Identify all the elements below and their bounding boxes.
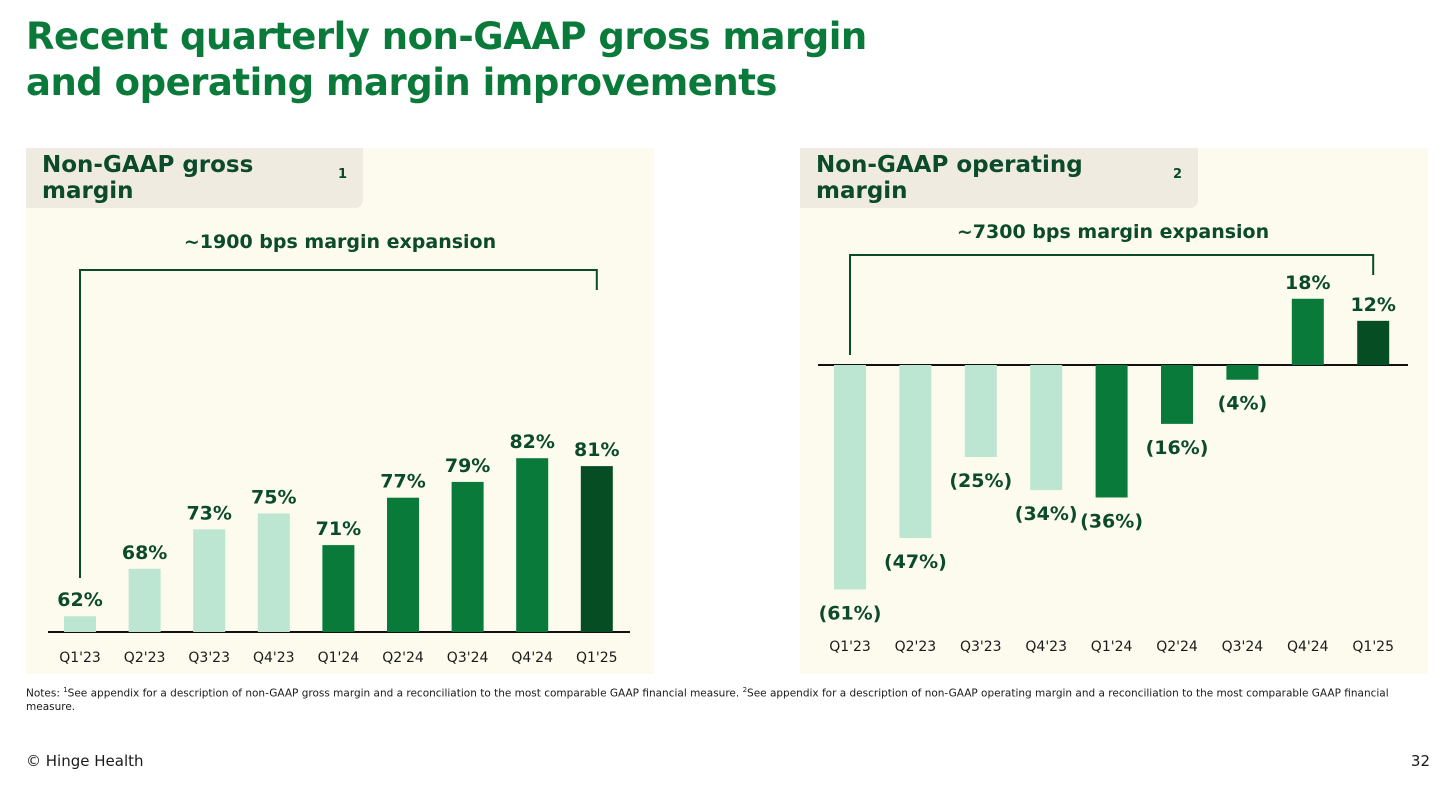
gross-margin-bar-q4-24 bbox=[516, 458, 549, 632]
gross-margin-chart: 62% Q1'23 68% Q2'23 73% Q3'23 75% Q4'23 71% Q1'24… bbox=[48, 231, 630, 666]
operating-margin-value-label-q4-23: (34%) bbox=[1015, 503, 1078, 525]
operating-margin-value-label-q1-25: 12% bbox=[1350, 294, 1395, 316]
gross-margin-value-label-q3-24: 79% bbox=[445, 455, 490, 477]
gross-margin-category-label-q1-23: Q1'23 bbox=[59, 650, 101, 666]
gross-margin-category-label-q4-24: Q4'24 bbox=[511, 650, 553, 666]
slide-title-line-2: and operating margin improvements bbox=[26, 61, 777, 104]
gross-margin-category-label-q2-24: Q2'24 bbox=[382, 650, 424, 666]
operating-margin-bar-q4-24 bbox=[1291, 298, 1324, 365]
operating-margin-chart-title-text: Non-GAAP operating margin bbox=[816, 152, 1083, 204]
operating-margin-value-label-q1-23: (61%) bbox=[819, 602, 882, 624]
operating-margin-expansion-annotation: ~7300 bps margin expansion bbox=[957, 221, 1269, 243]
operating-margin-bar-q1-23 bbox=[834, 365, 866, 590]
gross-margin-bar-q3-24 bbox=[451, 481, 484, 632]
operating-margin-value-label-q3-23: (25%) bbox=[949, 470, 1012, 492]
operating-margin-expansion-bracket bbox=[849, 254, 1375, 355]
gross-margin-value-label-q1-25: 81% bbox=[574, 439, 619, 461]
gross-margin-bar-q2-23 bbox=[128, 568, 161, 632]
operating-margin-bar-q4-23 bbox=[1030, 365, 1063, 491]
operating-margin-value-label-q2-24: (16%) bbox=[1146, 437, 1209, 459]
operating-margin-footnote-marker: 2 bbox=[1172, 166, 1182, 182]
gross-margin-value-label-q2-23: 68% bbox=[122, 542, 167, 564]
operating-margin-category-label-q1-24: Q1'24 bbox=[1091, 639, 1133, 655]
gross-margin-value-label-q4-24: 82% bbox=[509, 431, 554, 453]
operating-margin-panel: Non-GAAP operating margin 2 (61%) Q1'23 (47… bbox=[800, 148, 1428, 674]
operating-margin-bar-q1-24 bbox=[1095, 365, 1128, 498]
gross-margin-expansion-bracket bbox=[79, 269, 598, 578]
operating-margin-category-label-q1-25: Q1'25 bbox=[1352, 639, 1394, 655]
gross-margin-category-label-q1-25: Q1'25 bbox=[576, 650, 618, 666]
operating-margin-value-label-q4-24: 18% bbox=[1285, 272, 1330, 294]
gross-margin-expansion-annotation: ~1900 bps margin expansion bbox=[184, 231, 496, 253]
gross-margin-value-label-q2-24: 77% bbox=[380, 471, 425, 493]
note-2-marker: 2 bbox=[742, 686, 748, 694]
operating-margin-category-label-q3-23: Q3'23 bbox=[960, 639, 1002, 655]
operating-margin-category-label-q1-23: Q1'23 bbox=[829, 639, 871, 655]
footer-brand: © Hinge Health bbox=[26, 752, 144, 770]
slide-title-line-1: Recent quarterly non-GAAP gross margin bbox=[26, 15, 867, 58]
gross-margin-category-label-q3-24: Q3'24 bbox=[447, 650, 489, 666]
operating-margin-value-label-q2-23: (47%) bbox=[884, 551, 947, 573]
operating-margin-bar-q3-23 bbox=[964, 365, 997, 457]
gross-margin-value-label-q1-24: 71% bbox=[316, 518, 361, 540]
gross-margin-panel: Non-GAAP gross margin 1 62% Q1'23 68% Q2'23 7… bbox=[26, 148, 654, 674]
operating-margin-category-label-q2-24: Q2'24 bbox=[1156, 639, 1198, 655]
gross-margin-bar-q1-25 bbox=[580, 466, 613, 632]
operating-margin-category-label-q3-24: Q3'24 bbox=[1222, 639, 1264, 655]
gross-margin-category-label-q2-23: Q2'23 bbox=[124, 650, 166, 666]
note-1-marker: 1 bbox=[63, 686, 68, 694]
operating-margin-category-label-q4-23: Q4'23 bbox=[1025, 639, 1067, 655]
gross-margin-bar-q1-23 bbox=[64, 616, 96, 632]
gross-margin-value-label-q3-23: 73% bbox=[186, 502, 231, 524]
operating-margin-bar-q2-23 bbox=[899, 365, 932, 538]
gross-margin-bar-q4-23 bbox=[257, 513, 290, 632]
note-1-text: See appendix for a description of non-GA… bbox=[67, 687, 743, 700]
gross-margin-value-label-q1-23: 62% bbox=[57, 589, 102, 611]
operating-margin-bar-q1-25 bbox=[1357, 320, 1390, 365]
gross-margin-bar-q3-23 bbox=[193, 529, 226, 632]
gross-margin-chart-title: Non-GAAP gross margin 1 bbox=[26, 148, 363, 208]
gross-margin-value-label-q4-23: 75% bbox=[251, 487, 296, 509]
gross-margin-chart-title-text: Non-GAAP gross margin bbox=[42, 152, 254, 204]
operating-margin-value-label-q3-24: (4%) bbox=[1218, 393, 1268, 415]
notes-prefix: Notes: bbox=[26, 687, 64, 700]
gross-margin-category-label-q1-24: Q1'24 bbox=[318, 650, 360, 666]
operating-margin-category-label-q4-24: Q4'24 bbox=[1287, 639, 1329, 655]
operating-margin-chart: (61%) Q1'23 (47%) Q2'23 (25%) Q3'23 (34%) Q4'23… bbox=[818, 221, 1408, 655]
note-2-text: See appendix for a description of non-GA… bbox=[26, 687, 1389, 713]
footnotes: Notes: 1See appendix for a description o… bbox=[26, 684, 1426, 714]
gross-margin-bar-q2-24 bbox=[387, 497, 419, 632]
operating-margin-category-label-q2-23: Q2'23 bbox=[895, 639, 937, 655]
gross-margin-category-label-q4-23: Q4'23 bbox=[253, 650, 295, 666]
gross-margin-bar-q1-24 bbox=[322, 545, 355, 632]
operating-margin-bar-q3-24 bbox=[1226, 365, 1259, 380]
gross-margin-footnote-marker: 1 bbox=[337, 166, 347, 182]
operating-margin-bar-q2-24 bbox=[1161, 365, 1193, 424]
page-number: 32 bbox=[1410, 752, 1430, 770]
slide-title: Recent quarterly non-GAAP gross margin a… bbox=[26, 14, 867, 106]
operating-margin-chart-title: Non-GAAP operating margin 2 bbox=[800, 148, 1198, 208]
gross-margin-category-label-q3-23: Q3'23 bbox=[188, 650, 230, 666]
operating-margin-value-label-q1-24: (36%) bbox=[1080, 510, 1143, 532]
